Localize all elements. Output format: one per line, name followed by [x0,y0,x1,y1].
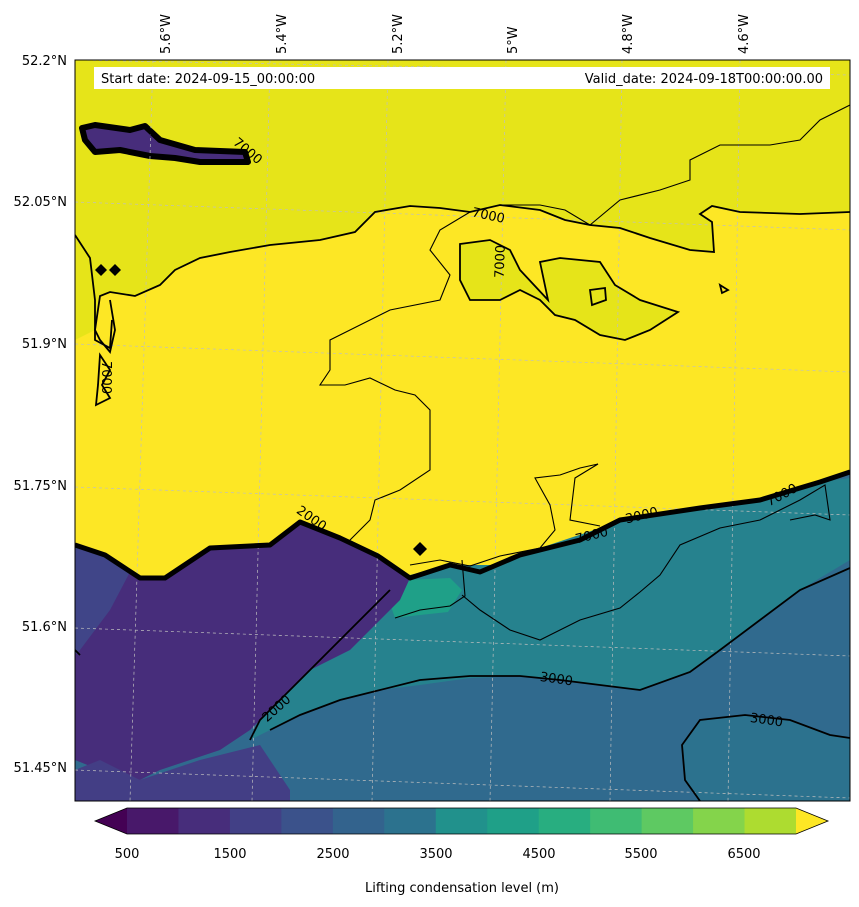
map-area: 7000 7000 7000 3000 3000 3000 2000 2000 … [75,60,850,801]
date-info-box [94,67,830,89]
lat-tick-label: 51.9°N [22,337,67,352]
latitude-labels: 52.2°N 52.05°N 51.9°N 51.75°N 51.6°N 51.… [14,54,67,776]
colorbar-title: Lifting condensation level (m) [365,881,559,896]
llc-field-se-box [682,715,850,801]
colorbar-tick-label: 4500 [522,847,555,862]
colorbar-cell [590,808,643,834]
colorbar-cell [281,808,334,834]
station-markers [95,264,427,556]
llc-field-mid-purple-south [75,745,290,801]
llc-field-low-sw-region [75,522,410,780]
contour-label: 7000 [98,361,113,394]
colorbar-cell [435,808,488,834]
lon-tick-label: 5.4°W [275,14,290,54]
colorbar-cell [487,808,540,834]
colorbar-tick-label: 2500 [316,847,349,862]
contour-label: 3000 [539,670,574,689]
diamond-marker-icon [109,264,121,276]
contour-label: 3000 [749,711,784,730]
lon-tick-label: 5.6°W [159,14,174,54]
colorbar-cell [538,808,591,834]
llc-field-6500-region-north [75,60,850,340]
lat-tick-label: 51.6°N [22,620,67,635]
colorbar-under-triangle [95,808,127,834]
lat-tick-label: 52.05°N [14,195,67,210]
lon-tick-label: 4.8°W [621,14,636,54]
diamond-marker-icon [413,542,427,556]
colorbar-over-triangle [796,808,828,834]
boundary-thick [75,122,850,581]
colorbar-cell [127,808,179,834]
colorbar-cell [693,808,746,834]
contour-label: 7000 [471,205,506,227]
llc-field-4000-patch [388,578,462,618]
lat-tick-label: 51.75°N [14,479,67,494]
colorbar-cell [384,808,437,834]
llc-field-6500-region-inland [460,240,678,340]
contour-lines [75,204,850,801]
colorbar-cell [744,808,797,834]
colorbar-cell [332,808,385,834]
colorbar-cell [641,808,694,834]
colorbar-tick-label: 500 [115,847,140,862]
valid-date-text: Valid_date: 2024-09-18T00:00:00.00 [585,72,823,87]
colorbar-cells [127,808,797,834]
colorbar-tick-label: 1500 [213,847,246,862]
diamond-marker-icon [95,264,107,276]
colorbar-ticks: 500 1500 2500 3500 4500 5500 6500 [115,847,761,862]
colorbar-cell [229,808,282,834]
start-date-text: Start date: 2024-09-15_00:00:00 [101,72,315,87]
colorbar-tick-label: 3500 [419,847,452,862]
lat-tick-label: 52.2°N [22,54,67,69]
longitude-labels: 5.6°W 5.4°W 5.2°W 5°W 4.8°W 4.6°W [159,14,752,54]
colorbar-outline [93,807,830,835]
colorbar-tick-label: 5500 [624,847,657,862]
llc-field-3500-band [250,478,850,740]
lat-tick-label: 51.45°N [14,761,67,776]
lon-tick-label: 5°W [506,26,521,54]
colorbar-tick-label: 6500 [727,847,760,862]
map-frame [74,59,851,802]
lon-tick-label: 4.6°W [737,14,752,54]
contour-label: 7000 [493,245,509,279]
lon-tick-label: 5.2°W [391,14,406,54]
contour-label-group: 7000 7000 7000 3000 3000 3000 2000 2000 … [98,135,800,730]
colorbar-cell [178,808,231,834]
colorbar: 500 1500 2500 3500 4500 5500 6500 Liftin… [93,807,830,896]
